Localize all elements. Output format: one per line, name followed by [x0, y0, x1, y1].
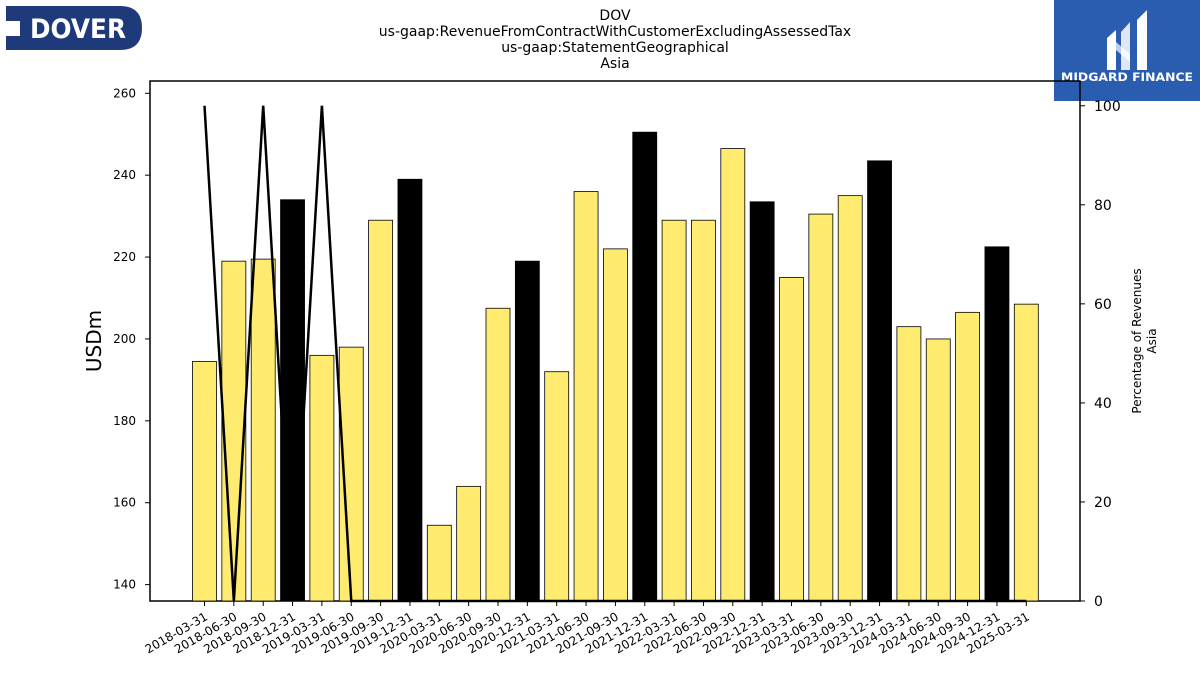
bar-2019-06-30	[338, 346, 364, 602]
title-axis: us-gaap:StatementGeographical	[501, 40, 729, 56]
bar-2022-12-31	[749, 201, 775, 602]
bar-2024-09-30	[955, 311, 980, 602]
y-axis-label: USDm	[82, 310, 106, 372]
midgard-logo-text: MIDGARD FINANCE	[1061, 70, 1193, 84]
x-axis: 2018-03-312018-06-302018-09-302018-12-31…	[143, 601, 1032, 656]
bar-2018-09-30	[250, 258, 276, 602]
bar-2018-06-30	[221, 260, 247, 602]
bar-2021-09-30	[603, 248, 628, 602]
title-member: Asia	[600, 56, 629, 72]
y-tick-label-160: 160	[113, 496, 136, 510]
bar-2020-09-30	[485, 307, 511, 602]
y-tick-label-140: 140	[113, 578, 136, 592]
bar-2025-03-31	[1013, 303, 1039, 602]
bar-2021-06-30	[573, 191, 599, 602]
y2-tick-label-100: 100	[1094, 99, 1121, 115]
bar-2024-12-31	[984, 246, 1010, 602]
bar-2024-06-30	[925, 338, 951, 602]
y2-axis-label-line-2: Asia	[1145, 328, 1159, 353]
bar-2019-12-31	[397, 178, 423, 602]
y-tick-label-180: 180	[113, 414, 136, 428]
bar-2021-03-31	[544, 371, 570, 602]
bar-2023-03-31	[779, 277, 804, 602]
y-tick-label-260: 260	[113, 86, 136, 100]
bar-2018-12-31	[280, 199, 305, 602]
midgard-mark-icon	[1107, 10, 1147, 70]
chart-title-block: DOV us-gaap:RevenueFromContractWithCusto…	[379, 8, 851, 72]
dover-logo-text: DOVER	[30, 14, 126, 45]
y2-axis-label: Percentage of Revenues Asia	[1130, 268, 1159, 413]
bar-2023-12-31	[867, 160, 892, 602]
dover-logo: DOVER	[6, 6, 142, 50]
y2-axis-label-line-1: Percentage of Revenues	[1130, 268, 1144, 413]
y-tick-label-220: 220	[113, 250, 136, 264]
title-ticker: DOV	[599, 8, 631, 24]
left-y-axis: 140 160 180 200 220 240 260	[113, 86, 150, 592]
bar-2024-03-31	[896, 326, 922, 602]
bar-2022-03-31	[661, 219, 687, 602]
bar-2019-03-31	[309, 354, 335, 602]
bar-2023-06-30	[808, 213, 834, 602]
bar-2022-06-30	[691, 219, 716, 602]
title-concept: us-gaap:RevenueFromContractWithCustomerE…	[379, 24, 851, 40]
bar-2020-12-31	[514, 260, 540, 602]
bar-2019-09-30	[368, 219, 394, 602]
bar-2021-12-31	[632, 131, 658, 602]
y-tick-label-240: 240	[113, 168, 136, 182]
y-tick-label-200: 200	[113, 332, 136, 346]
midgard-logo: MIDGARD FINANCE	[1054, 0, 1200, 101]
y2-tick-label-40: 40	[1094, 396, 1112, 412]
bar-2018-03-31	[192, 361, 217, 602]
y2-tick-label-20: 20	[1094, 495, 1112, 511]
right-y-axis: 0 20 40 60 80 100	[1080, 99, 1121, 610]
bar-2020-06-30	[456, 485, 482, 602]
y2-tick-label-60: 60	[1094, 297, 1112, 313]
bar-2022-09-30	[720, 148, 746, 602]
y2-tick-label-0: 0	[1094, 594, 1103, 610]
bar-series	[192, 131, 1039, 602]
bar-2020-03-31	[426, 524, 452, 602]
bar-2023-09-30	[837, 195, 863, 602]
y2-tick-label-80: 80	[1094, 198, 1112, 214]
